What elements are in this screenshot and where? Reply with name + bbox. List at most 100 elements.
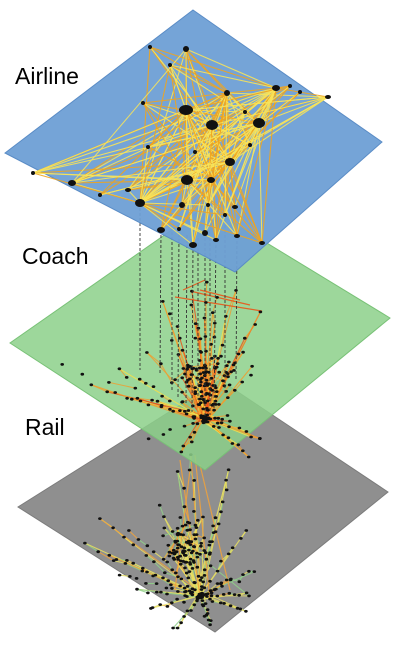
coach-stop-node	[190, 441, 194, 444]
coach-stop-node	[216, 362, 220, 365]
coach-stop-node	[237, 443, 241, 446]
rail-station-node	[163, 527, 167, 530]
rail-station-node	[196, 556, 200, 559]
rail-station-node	[195, 526, 199, 529]
rail-station-node	[224, 479, 228, 482]
rail-station-node	[183, 567, 187, 570]
rail-station-node	[176, 627, 180, 630]
coach-stop-node	[226, 375, 230, 378]
rail-station-node	[199, 542, 203, 545]
coach-stop-node	[241, 449, 245, 452]
rail-station-node	[239, 608, 243, 611]
coach-stop-node	[215, 296, 219, 299]
rail-station-node	[193, 545, 197, 548]
coach-stop-node	[212, 409, 216, 412]
rail-station-node	[222, 593, 226, 596]
coach-stop-node	[180, 376, 184, 379]
coach-stop-node	[171, 410, 175, 413]
coach-stop-node	[180, 391, 184, 394]
rail-station-node	[196, 519, 200, 522]
rail-station-node	[204, 551, 208, 554]
coach-stop-node	[241, 351, 245, 354]
rail-station-node	[149, 607, 153, 610]
rail-station-node	[225, 579, 229, 582]
coach-stop-node	[199, 337, 203, 340]
coach-stop-node	[195, 377, 199, 380]
rail-station-node	[152, 550, 156, 553]
rail-station-node	[132, 543, 136, 546]
rail-station-node	[194, 524, 198, 527]
rail-station-node	[201, 516, 205, 519]
airport-node	[181, 175, 193, 185]
rail-station-node	[176, 540, 180, 543]
rail-station-node	[205, 614, 209, 617]
airport-node	[202, 230, 208, 236]
coach-stop-node	[232, 369, 236, 372]
coach-stop-node	[227, 425, 231, 428]
coach-stop-node	[198, 398, 202, 401]
rail-station-node	[229, 579, 233, 582]
rail-station-node	[181, 525, 185, 528]
rail-station-node	[220, 585, 224, 588]
coach-stop-node	[221, 344, 225, 347]
rail-station-node	[159, 591, 163, 594]
rail-station-node	[176, 470, 180, 473]
airport-node	[213, 238, 219, 242]
airline-layer	[5, 10, 382, 272]
rail-station-node	[191, 567, 195, 570]
coach-stop-node	[194, 322, 198, 325]
coach-stop-node	[193, 386, 197, 389]
coach-stop-node	[231, 442, 235, 445]
coach-stop-node	[125, 397, 129, 400]
coach-stop-node	[216, 357, 220, 360]
coach-stop-node	[210, 389, 214, 392]
coach-stop-node	[203, 416, 207, 419]
coach-stop-node	[223, 384, 227, 387]
coach-stop-node	[113, 391, 117, 394]
coach-stop-node	[199, 381, 203, 384]
rail-station-node	[165, 561, 169, 564]
rail-station-node	[122, 536, 126, 539]
rail-station-node	[219, 582, 223, 585]
rail-station-node	[182, 487, 186, 490]
coach-stop-node	[107, 381, 111, 384]
rail-station-node	[229, 604, 233, 607]
airport-node	[125, 188, 131, 192]
coach-stop-node	[213, 417, 217, 420]
coach-stop-node	[168, 400, 172, 403]
coach-stop-node	[156, 400, 160, 403]
coach-stop-node	[160, 395, 164, 398]
coach-stop-node	[217, 371, 221, 374]
rail-station-node	[189, 558, 193, 561]
coach-stop-node	[233, 389, 237, 392]
coach-stop-node	[193, 431, 197, 434]
airport-node	[98, 193, 102, 197]
rail-station-node	[184, 524, 188, 527]
rail-station-node	[175, 598, 179, 601]
coach-stop-node	[183, 373, 187, 376]
coach-stop-node	[204, 420, 208, 423]
coach-stop-node	[210, 357, 214, 360]
rail-station-node	[183, 591, 187, 594]
rail-station-node	[179, 563, 183, 566]
coach-stop-node	[216, 422, 220, 425]
rail-station-node	[208, 540, 212, 543]
rail-station-node	[216, 595, 220, 598]
rail-station-node	[219, 560, 223, 563]
airport-node	[206, 120, 218, 130]
rail-station-node	[187, 577, 191, 580]
rail-station-node	[185, 541, 189, 544]
coach-stop-node	[200, 395, 204, 398]
rail-station-node	[192, 510, 196, 513]
rail-station-node	[189, 543, 193, 546]
rail-station-node	[108, 554, 112, 557]
coach-stop-node	[199, 378, 203, 381]
coach-stop-node	[249, 374, 253, 377]
rail-station-node	[145, 554, 149, 557]
rail-station-node	[141, 567, 145, 570]
coach-stop-node	[130, 398, 134, 401]
rail-station-node	[219, 510, 223, 513]
rail-station-node	[127, 529, 131, 532]
rail-station-node	[170, 601, 174, 604]
rail-station-node	[135, 577, 139, 580]
